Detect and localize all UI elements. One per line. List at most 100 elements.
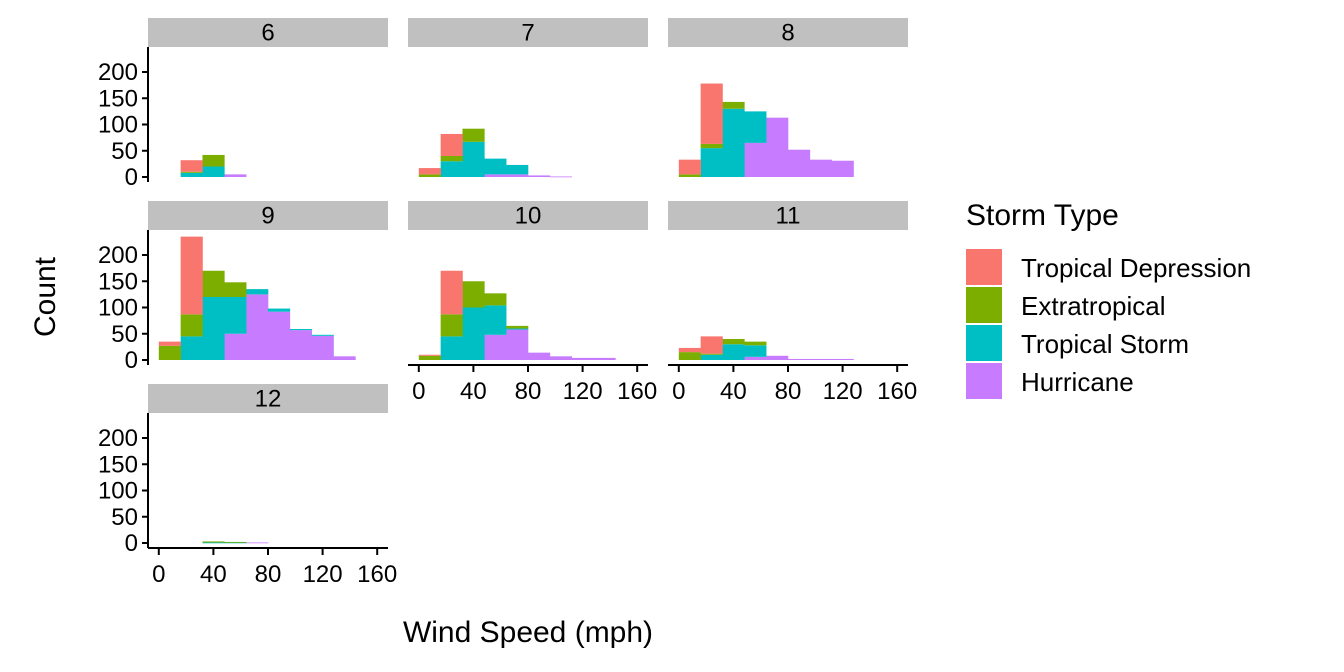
bar-hurricane: [788, 358, 811, 360]
y-tick-label: 0: [125, 347, 138, 374]
bar-extratropical: [744, 341, 767, 346]
bar-tropical-storm: [224, 542, 247, 544]
bar-tropical-storm: [700, 148, 723, 177]
bar-extratropical: [440, 156, 463, 162]
bar-tropical-depression: [180, 236, 203, 315]
bar-tropical-depression: [440, 270, 463, 315]
y-tick-label: 0: [125, 164, 138, 191]
y-tick-label: 100: [98, 112, 138, 139]
y-tick-label: 50: [111, 504, 138, 531]
bar-extratropical: [440, 314, 463, 337]
bar-tropical-storm: [462, 307, 485, 360]
bar-tropical-storm: [462, 141, 485, 177]
facet-strip: [148, 18, 388, 47]
y-tick-label: 50: [111, 321, 138, 348]
bar-tropical-depression: [700, 83, 723, 144]
bar-tropical-depression: [700, 336, 723, 354]
bar-hurricane: [766, 355, 789, 360]
y-tick-label: 100: [98, 478, 138, 505]
y-tick-label: 0: [125, 530, 138, 557]
bar-tropical-storm: [440, 336, 463, 360]
legend-item-hurricane: Hurricane: [966, 363, 1134, 399]
legend: Storm Type Tropical Depression Extratropi…: [966, 199, 1251, 399]
bar-tropical-storm: [506, 164, 529, 175]
legend-title: Storm Type: [966, 199, 1119, 232]
bar-tropical-depression: [158, 341, 181, 346]
x-tick-label: 160: [877, 378, 917, 405]
bar-extratropical: [158, 345, 181, 360]
x-tick-label: 0: [412, 378, 425, 405]
x-tick-label: 80: [775, 378, 802, 405]
bar-tropical-storm: [202, 166, 225, 177]
bar-hurricane: [788, 149, 811, 177]
bar-extratropical: [722, 101, 745, 109]
legend-swatch: [966, 287, 1002, 323]
bar-tropical-storm: [722, 344, 745, 360]
bar-tropical-depression: [418, 168, 441, 175]
bar-extratropical: [180, 171, 203, 173]
y-tick-label: 200: [98, 425, 138, 452]
legend-swatch: [966, 249, 1002, 285]
bar-hurricane: [289, 330, 312, 360]
bar-hurricane: [831, 160, 854, 177]
bar-hurricane: [744, 356, 767, 360]
facet-panel-7: 7: [408, 18, 648, 178]
bar-tropical-storm: [744, 111, 767, 143]
x-tick-label: 120: [303, 561, 343, 588]
bar-hurricane: [571, 357, 594, 360]
x-tick-label: 0: [672, 378, 685, 405]
bar-hurricane: [809, 159, 832, 177]
legend-swatch: [966, 363, 1002, 399]
y-axis-title: Count: [29, 256, 62, 337]
bar-tropical-storm: [202, 542, 225, 544]
x-tick-label: 40: [200, 561, 227, 588]
facet-panel-8: 8: [668, 18, 908, 177]
legend-item-tropical-depression: Tropical Depression: [966, 249, 1251, 285]
bar-hurricane: [766, 117, 789, 177]
bar-tropical-storm: [440, 161, 463, 177]
bar-extratropical: [700, 143, 723, 149]
facet-strip-label: 12: [255, 386, 282, 413]
bar-tropical-storm: [484, 158, 507, 175]
bar-tropical-depression: [678, 347, 701, 353]
bar-tropical-depression: [678, 159, 701, 175]
bar-hurricane: [311, 335, 334, 360]
facet-strip: [408, 201, 648, 230]
bar-hurricane: [246, 542, 269, 544]
x-tick-label: 80: [255, 561, 282, 588]
bar-tropical-depression: [418, 354, 441, 356]
legend-label: Tropical Storm: [1021, 329, 1189, 359]
bar-hurricane: [744, 142, 767, 177]
y-tick-label: 150: [98, 85, 138, 112]
facet-strip: [148, 201, 388, 230]
legend-item-tropical-storm: Tropical Storm: [966, 325, 1189, 361]
facet-strip: [148, 384, 388, 413]
bar-tropical-storm: [224, 297, 247, 334]
bar-hurricane: [506, 174, 529, 177]
bar-hurricane: [484, 334, 507, 360]
bar-hurricane: [528, 352, 551, 360]
bar-tropical-depression: [180, 160, 203, 172]
bar-extratropical: [700, 353, 723, 355]
x-tick-label: 160: [617, 378, 657, 405]
bar-extratropical: [418, 174, 441, 177]
y-tick-label: 150: [98, 268, 138, 295]
facet-strip-label: 8: [781, 20, 794, 47]
x-tick-label: 40: [720, 378, 747, 405]
facet-strip: [408, 18, 648, 47]
bar-tropical-storm: [722, 108, 745, 177]
x-tick-label: 40: [460, 378, 487, 405]
x-tick-label: 160: [357, 561, 397, 588]
bar-extratropical: [180, 314, 203, 337]
bar-extratropical: [678, 174, 701, 177]
bar-extratropical: [202, 154, 225, 167]
bar-hurricane: [593, 357, 616, 360]
bar-hurricane: [528, 175, 551, 177]
legend-item-extratropical: Extratropical: [966, 287, 1166, 323]
facet-panel-10: 10 0 40 80 120 160: [408, 201, 657, 405]
legend-label: Extratropical: [1021, 291, 1166, 321]
